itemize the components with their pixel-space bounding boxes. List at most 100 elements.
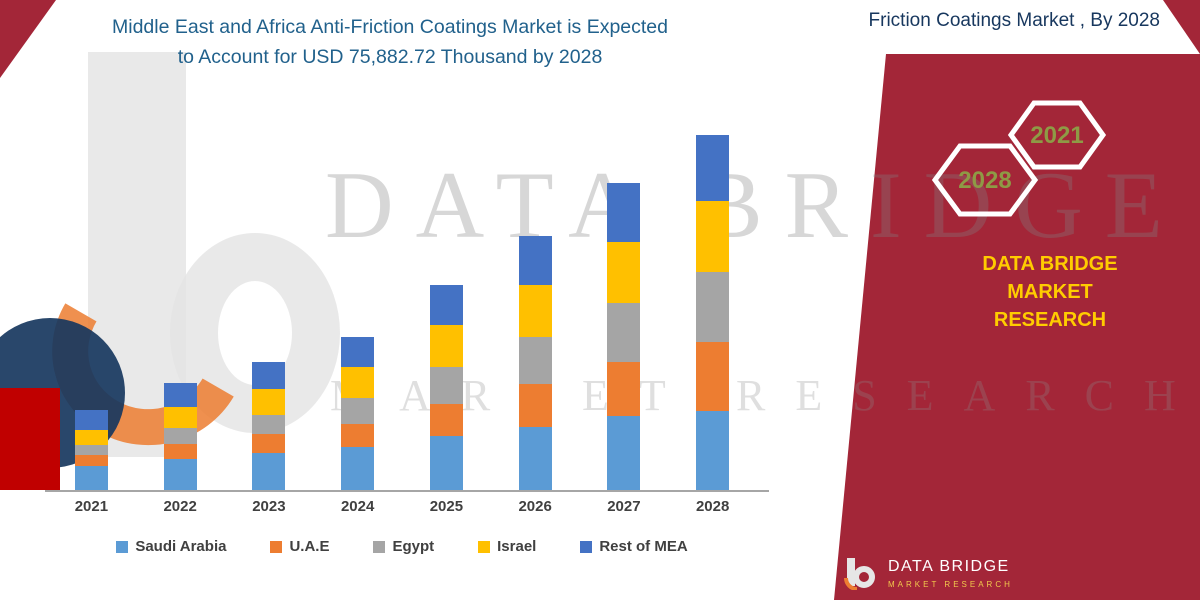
x-axis-label: 2023 <box>252 498 286 515</box>
bar-segment-u-a-e <box>696 342 730 412</box>
bar-segment-u-a-e <box>252 434 286 453</box>
legend-swatch <box>270 540 283 553</box>
bar-segment-israel <box>518 285 552 337</box>
bar-segment-egypt <box>252 414 286 435</box>
bar-stack-2026 <box>518 235 552 490</box>
legend-label: Saudi Arabia <box>135 538 227 555</box>
watermark-logo-red-square <box>0 388 60 490</box>
databridge-logo-icon <box>844 558 875 590</box>
legend: Saudi Arabia U.A.E Egypt Israel Rest of MEA <box>47 538 757 555</box>
bar-segment-saudi-arabia <box>74 466 108 490</box>
bars-row <box>47 95 757 490</box>
bar-segment-u-a-e <box>163 443 197 459</box>
legend-item: U.A.E <box>270 538 329 555</box>
bar-segment-rest-of-mea <box>518 235 552 286</box>
legend-item: Rest of MEA <box>580 538 688 555</box>
bar-segment-egypt <box>74 444 108 456</box>
x-axis-label: 2021 <box>74 498 109 515</box>
chart-title-line2: to Account for USD 75,882.72 Thousand by… <box>177 46 603 68</box>
bar-segment-egypt <box>518 336 552 384</box>
watermark-text-databridge: DATA BRIDGE <box>325 152 1185 258</box>
report-title-right: Friction Coatings Market , By 2028 <box>868 10 1160 31</box>
bar-column <box>136 382 225 490</box>
bar-segment-u-a-e <box>607 362 641 417</box>
bar-segment-egypt <box>696 272 730 343</box>
x-axis-label: 2024 <box>340 498 375 515</box>
bar-segment-rest-of-mea <box>429 285 463 325</box>
legend-item: Saudi Arabia <box>116 538 226 555</box>
bar-segment-egypt <box>607 303 641 363</box>
x-axis-line <box>45 490 769 492</box>
footer-brand-name: DATA BRIDGE <box>888 557 1010 575</box>
bar-column <box>225 361 314 490</box>
hexagon-2028-outline <box>931 143 1039 217</box>
legend-label: Rest of MEA <box>599 538 688 555</box>
x-labels-row: 2021 2022 2023 2024 2025 2026 2027 2028 <box>47 498 757 515</box>
bar-segment-saudi-arabia <box>341 447 375 490</box>
bar-column <box>47 409 136 490</box>
hexagon-2028-label: 2028 <box>958 167 1011 194</box>
x-axis-label: 2028 <box>695 498 730 515</box>
bar-segment-rest-of-mea <box>252 361 286 389</box>
legend-swatch <box>373 540 386 553</box>
bar-segment-israel <box>341 367 375 399</box>
bar-column <box>313 337 402 490</box>
bar-segment-israel <box>607 241 641 304</box>
chart-title-line1: Middle East and Africa Anti-Friction Coa… <box>112 16 668 38</box>
bar-segment-egypt <box>341 398 375 424</box>
stacked-bar-chart: 2021 2022 2023 2024 2025 2026 2027 2028 Saudi A… <box>45 95 769 565</box>
watermark-text-marketresearch: MARKET RESEARCH <box>330 371 1200 420</box>
legend-label: Israel <box>497 538 537 555</box>
bar-segment-rest-of-mea <box>607 183 641 242</box>
bar-segment-saudi-arabia <box>607 416 641 490</box>
legend-swatch <box>478 540 491 553</box>
x-axis-label: 2026 <box>518 498 552 515</box>
bar-segment-rest-of-mea <box>341 337 375 368</box>
bar-stack-2021 <box>74 409 108 490</box>
bar-segment-saudi-arabia <box>518 426 552 490</box>
bar-segment-saudi-arabia <box>163 458 197 490</box>
panel-brand-text: DATA BRIDGE MARKET RESEARCH <box>940 250 1160 334</box>
bar-segment-israel <box>74 429 108 445</box>
x-axis-label: 2025 <box>429 498 464 515</box>
bar-segment-u-a-e <box>518 383 552 427</box>
chart-title: Middle East and Africa Anti-Friction Coa… <box>40 12 740 72</box>
bar-segment-israel <box>163 406 197 429</box>
bar-column <box>668 135 757 490</box>
bar-stack-2023 <box>252 361 286 490</box>
bar-segment-israel <box>696 200 730 273</box>
bar-stack-2025 <box>429 285 463 490</box>
legend-label: Egypt <box>392 538 435 555</box>
bar-segment-u-a-e <box>74 455 108 467</box>
bar-column <box>491 235 580 490</box>
hexagon-2021-outline <box>1007 100 1107 170</box>
panel-footer: DATA BRIDGE MARKET RESEARCH <box>843 556 1013 590</box>
bar-segment-rest-of-mea <box>74 409 108 430</box>
bar-stack-2027 <box>607 183 641 490</box>
bar-segment-egypt <box>429 367 463 404</box>
bar-segment-israel <box>252 388 286 415</box>
bar-segment-saudi-arabia <box>429 436 463 490</box>
bar-segment-rest-of-mea <box>163 382 197 407</box>
bar-segment-u-a-e <box>341 423 375 447</box>
bar-segment-rest-of-mea <box>696 135 730 201</box>
bar-segment-u-a-e <box>429 403 463 437</box>
bar-segment-saudi-arabia <box>696 411 730 490</box>
year-hexagons: 2028 2021 <box>931 100 1107 217</box>
legend-label: U.A.E <box>289 538 330 555</box>
x-axis-label: 2027 <box>607 498 641 515</box>
legend-swatch <box>116 540 129 553</box>
footer-brand-subtitle: MARKET RESEARCH <box>888 579 1013 589</box>
x-axis-label: 2022 <box>163 498 197 515</box>
bar-segment-saudi-arabia <box>252 453 286 490</box>
bar-column <box>402 285 491 490</box>
legend-item: Israel <box>478 538 536 555</box>
hexagon-2021-label: 2021 <box>1030 122 1083 149</box>
bar-segment-egypt <box>163 428 197 444</box>
panel-brand-line2: RESEARCH <box>993 309 1107 331</box>
bar-stack-2028 <box>696 135 730 490</box>
bar-stack-2024 <box>341 337 375 490</box>
bar-column <box>580 183 669 490</box>
panel-brand-line1: DATA BRIDGE MARKET <box>982 253 1118 303</box>
